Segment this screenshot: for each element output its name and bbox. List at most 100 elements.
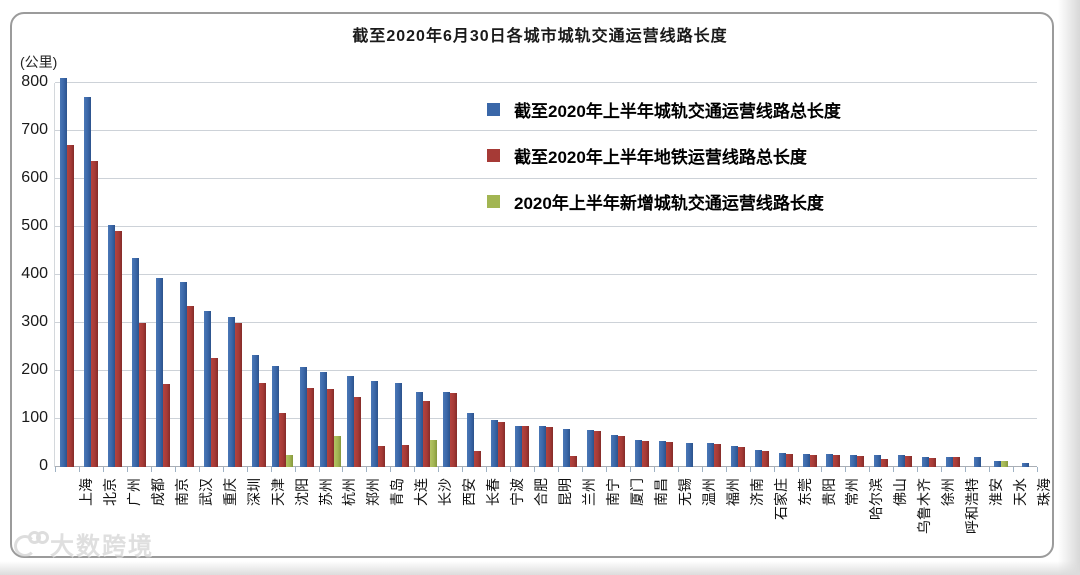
legend: 截至2020年上半年城轨交通运营线路总长度 截至2020年上半年地铁运营线路总长… (487, 99, 841, 237)
bar-南京-series0 (155, 277, 163, 467)
legend-swatch-metro-icon (487, 148, 500, 162)
gridline-100 (55, 418, 1037, 419)
bar-乌鲁木齐-series1 (905, 455, 913, 467)
bar-西安-series1 (450, 393, 458, 467)
bar-北京-series0 (83, 97, 91, 467)
x-axis-tick (605, 467, 607, 472)
x-axis-label-cell: 合肥 (510, 470, 549, 570)
x-axis-tick (797, 467, 799, 472)
bar-郑州-series1 (354, 396, 362, 467)
chart-card-border (10, 12, 1054, 558)
x-axis-label-cell: 昆明 (534, 470, 573, 570)
bar-哈尔滨-series1 (857, 455, 865, 467)
y-axis-tick-label: 800 (21, 73, 48, 90)
bar-呼和浩特-series0 (946, 456, 954, 467)
x-axis-tick (294, 467, 296, 472)
x-axis-label-cell: 天水 (989, 470, 1028, 570)
bar-昆明-series1 (546, 426, 554, 467)
edge-shade-bottom (0, 561, 1080, 575)
bar-group-天津 (247, 83, 271, 467)
bar-group-青岛 (366, 83, 390, 467)
x-axis-label-cell: 长春 (462, 470, 501, 570)
x-axis-label-cell: 兰州 (558, 470, 597, 570)
bar-佛山-series0 (874, 455, 882, 467)
bar-长沙-series1 (422, 400, 430, 467)
bar-武汉-series1 (186, 306, 194, 467)
gridline-400 (55, 274, 1037, 275)
bar-珠海-series0 (1021, 462, 1029, 467)
x-axis-label: 珠海 (1036, 478, 1053, 506)
x-axis-tick (893, 467, 895, 472)
x-axis-tick (917, 467, 919, 472)
watermark-logo-icon (14, 529, 49, 559)
bar-大连-series1 (402, 444, 410, 467)
bar-佛山-series1 (881, 458, 889, 467)
legend-swatch-new-icon (487, 194, 500, 208)
bar-沈阳-series0 (272, 366, 280, 467)
bar-南宁-series0 (586, 430, 594, 467)
gridline-800 (55, 82, 1037, 83)
legend-swatch-total-icon (487, 102, 500, 116)
x-axis-tick (677, 467, 679, 472)
y-axis-tick-label: 300 (21, 313, 48, 330)
x-axis-tick (581, 467, 583, 472)
bar-group-成都 (127, 83, 151, 467)
x-axis-label-cell: 深圳 (223, 470, 262, 570)
legend-label-metro: 截至2020年上半年地铁运营线路总长度 (514, 147, 807, 167)
bar-济南-series1 (737, 446, 745, 467)
bar-兰州-series1 (569, 455, 577, 467)
x-axis-label-cell: 苏州 (295, 470, 334, 570)
x-axis-tick (558, 467, 559, 472)
x-axis-tick (989, 467, 991, 472)
legend-item-total: 截至2020年上半年城轨交通运营线路总长度 (487, 99, 841, 121)
bar-group-重庆 (199, 83, 223, 467)
x-axis-label-cell: 常州 (822, 470, 860, 570)
x-axis-label-cell: 石家庄 (750, 470, 789, 570)
x-axis-labels: 上海 北京 广州 成都 南京 武汉 重庆 深圳 天津 沈阳 苏州 杭州 郑州 青岛 大连 长沙 西安 长春 宁波 合肥… (55, 470, 1052, 570)
bar-group-郑州 (342, 83, 366, 467)
bar-group-天水 (989, 83, 1013, 467)
bar-group-武汉 (175, 83, 199, 467)
bar-成都-series1 (138, 323, 146, 467)
bar-group-石家庄 (750, 83, 774, 467)
bar-group-大连 (390, 83, 414, 467)
x-axis-tick (869, 467, 871, 472)
x-axis-tick (126, 467, 128, 472)
x-axis-label-cell: 贵阳 (798, 470, 837, 570)
bar-合肥-series1 (522, 426, 530, 467)
bar-呼和浩特-series1 (953, 457, 961, 467)
x-axis-tick (965, 467, 967, 472)
gridline-500 (55, 226, 1037, 227)
bar-group-佛山 (869, 83, 893, 467)
plot-area: 截至2020年上半年城轨交通运营线路总长度 截至2020年上半年地铁运营线路总长… (54, 78, 1038, 472)
bar-沈阳-series2 (286, 454, 294, 467)
bar-上海-series0 (59, 78, 67, 467)
bar-沈阳-series1 (279, 412, 287, 467)
bar-group-长沙 (414, 83, 438, 467)
bar-group-宁波 (486, 83, 510, 467)
bar-group-广州 (103, 83, 127, 467)
x-axis-label-cell: 宁波 (486, 470, 525, 570)
bar-天水-series0 (994, 460, 1002, 467)
x-axis-tick (462, 467, 464, 472)
bar-group-上海 (55, 78, 79, 467)
bar-group-厦门 (606, 83, 630, 467)
gridline-300 (55, 322, 1037, 323)
gridline-600 (55, 178, 1037, 179)
bar-宁波-series0 (491, 420, 499, 467)
bar-天水-series2 (1001, 460, 1009, 467)
x-axis-label-cell: 武汉 (175, 470, 214, 570)
bar-南昌-series0 (634, 440, 642, 467)
bar-苏州-series0 (299, 366, 307, 467)
x-axis-tick (150, 467, 152, 472)
x-axis-label-cell: 徐州 (917, 470, 956, 570)
x-axis-label-cell: 温州 (678, 470, 717, 570)
bar-兰州-series0 (562, 428, 570, 467)
x-axis-label-cell: 重庆 (199, 470, 238, 570)
bar-长沙-series2 (429, 440, 437, 467)
bar-贵阳-series1 (809, 454, 817, 467)
bar-group-哈尔滨 (845, 83, 869, 467)
x-axis-label-cell: 淮安 (965, 470, 1004, 570)
chart-title: 截至2020年6月30日各城市城轨交通运营线路长度 (352, 28, 728, 45)
gridline-700 (55, 130, 1037, 131)
